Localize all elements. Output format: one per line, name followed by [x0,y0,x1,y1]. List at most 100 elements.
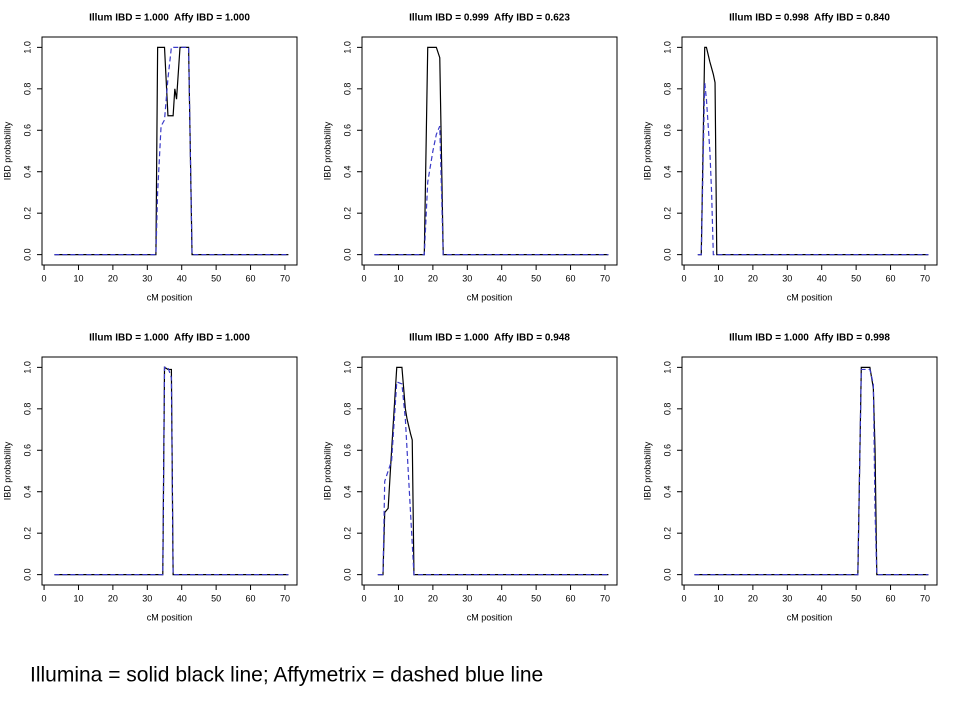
chart-title: Illum IBD = 1.000 Affy IBD = 0.948 [409,333,570,344]
chart-title: Illum IBD = 1.000 Affy IBD = 1.000 [89,13,250,24]
y-tick-label: 0.2 [662,527,672,540]
plot-frame [361,356,618,586]
x-tick-label: 30 [462,593,472,603]
series-line [694,366,929,576]
chart-title: Illum IBD = 1.000 Affy IBD = 1.000 [89,333,250,344]
plot-frame [681,356,938,586]
x-tick-label: 60 [566,593,576,603]
plot-frame [361,36,618,266]
y-tick-label: 0.8 [662,403,672,416]
x-tick-label: 60 [246,273,256,283]
y-tick-label: 0.4 [342,485,352,498]
x-tick-label: 10 [713,273,723,283]
y-tick-label: 0.8 [342,403,352,416]
y-tick-label: 0.4 [22,485,32,498]
series-line [697,46,929,256]
x-tick-label: 30 [782,273,792,283]
x-tick-label: 40 [817,273,827,283]
y-tick-label: 0.2 [342,207,352,220]
y-tick-label: 1.0 [342,361,352,374]
x-tick-label: 40 [497,593,507,603]
x-tick-label: 10 [393,593,403,603]
x-tick-label: 0 [362,273,367,283]
y-tick-label: 0.6 [22,444,32,457]
y-tick-label: 0.8 [22,403,32,416]
y-tick-label: 0.6 [662,444,672,457]
series-line [697,82,929,256]
y-tick-label: 0.0 [662,248,672,261]
series-line [54,46,289,256]
y-tick-label: 1.0 [22,361,32,374]
y-tick-label: 0.4 [342,165,352,178]
y-tick-label: 0.2 [662,207,672,220]
x-tick-label: 50 [851,593,861,603]
x-tick-label: 10 [73,273,83,283]
y-tick-label: 0.0 [342,568,352,581]
y-tick-label: 0.0 [662,568,672,581]
y-axis-label: IBD probability [322,121,332,180]
y-tick-label: 1.0 [662,361,672,374]
x-tick-label: 20 [428,593,438,603]
y-tick-label: 0.8 [662,83,672,96]
plot-frame [681,36,938,266]
y-tick-label: 0.8 [342,83,352,96]
y-axis-label: IBD probability [642,121,652,180]
x-tick-label: 50 [211,593,221,603]
y-tick-label: 0.0 [22,248,32,261]
series-line [374,46,609,256]
x-tick-label: 0 [42,273,47,283]
y-axis-label: IBD probability [2,121,12,180]
y-tick-label: 0.4 [662,485,672,498]
x-tick-label: 50 [211,273,221,283]
x-tick-label: 40 [497,273,507,283]
x-axis-label: cM position [147,612,193,622]
x-tick-label: 40 [817,593,827,603]
y-tick-label: 1.0 [662,41,672,54]
y-tick-label: 0.2 [22,207,32,220]
x-tick-label: 50 [851,273,861,283]
y-tick-label: 0.6 [342,444,352,457]
series-line [694,368,929,576]
x-tick-label: 20 [428,273,438,283]
y-tick-label: 0.6 [662,124,672,137]
chart-title: Illum IBD = 0.998 Affy IBD = 0.840 [729,13,890,24]
x-tick-label: 0 [42,593,47,603]
series-line [54,366,289,576]
y-tick-label: 0.4 [22,165,32,178]
y-tick-label: 0.2 [22,527,32,540]
x-axis-label: cM position [787,612,833,622]
series-line [54,366,289,576]
x-tick-label: 30 [142,593,152,603]
chart-title: Illum IBD = 1.000 Affy IBD = 0.998 [729,333,890,344]
y-tick-label: 0.0 [22,568,32,581]
y-axis-label: IBD probability [2,441,12,500]
y-tick-label: 0.6 [22,124,32,137]
x-tick-label: 70 [280,593,290,603]
x-tick-label: 0 [682,273,687,283]
x-tick-label: 40 [177,593,187,603]
x-tick-label: 60 [886,273,896,283]
x-tick-label: 60 [566,273,576,283]
y-tick-label: 1.0 [22,41,32,54]
x-tick-label: 50 [531,273,541,283]
x-axis-label: cM position [467,292,513,302]
plot-frame [41,36,298,266]
x-axis-label: cM position [467,612,513,622]
x-axis-label: cM position [147,292,193,302]
x-tick-label: 20 [108,593,118,603]
x-tick-label: 50 [531,593,541,603]
x-tick-label: 70 [920,273,930,283]
series-line [374,125,609,256]
x-tick-label: 40 [177,273,187,283]
x-tick-label: 20 [108,273,118,283]
y-tick-label: 0.8 [22,83,32,96]
x-tick-label: 0 [682,593,687,603]
x-tick-label: 20 [748,593,758,603]
x-tick-label: 30 [462,273,472,283]
series-line [377,381,609,576]
x-tick-label: 70 [920,593,930,603]
series-line [54,46,289,256]
y-tick-label: 1.0 [342,41,352,54]
x-tick-label: 20 [748,273,758,283]
